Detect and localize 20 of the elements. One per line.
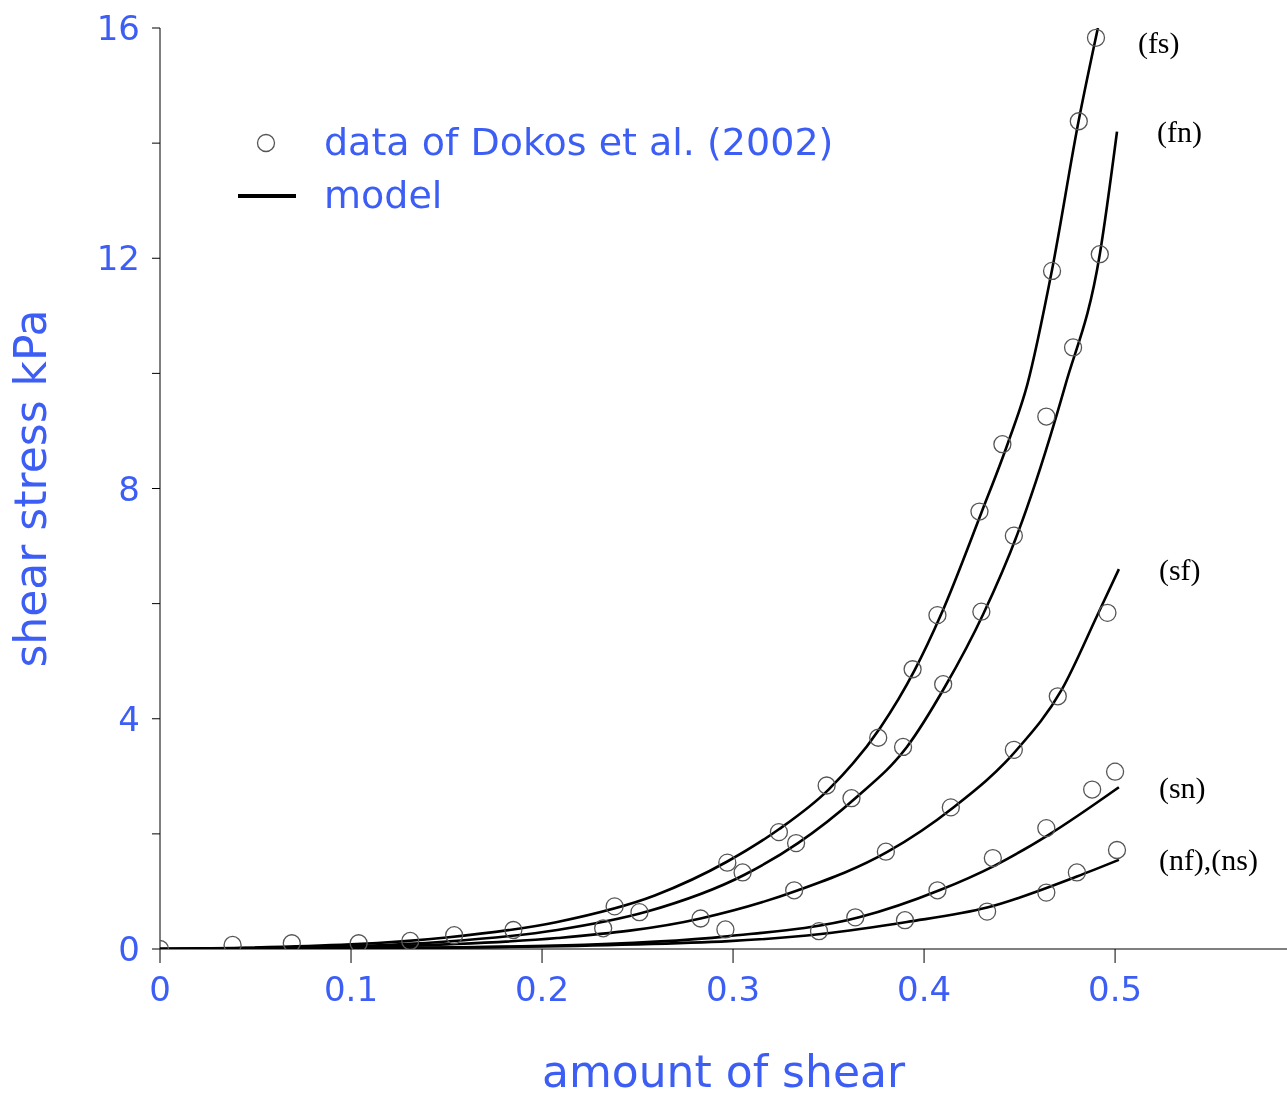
annotation: (nf),(ns)	[1158, 843, 1259, 878]
annotation: (fn)	[1156, 115, 1202, 150]
annotation: (sn)	[1158, 770, 1206, 805]
y-tick-label: 8	[118, 468, 140, 509]
x-tick-label: 0.2	[514, 969, 570, 1009]
x-tick-label: 0.5	[1088, 969, 1143, 1009]
annotation: (sf)	[1158, 552, 1201, 587]
y-tick-label: 16	[96, 8, 140, 48]
x-tick-label: 0	[149, 969, 171, 1009]
x-tick-label: 0.3	[706, 969, 761, 1009]
y-tick-label: 0	[118, 929, 140, 969]
legend-label: data of Dokos et al. (2002)	[324, 119, 834, 166]
annotation: (fs)	[1137, 25, 1180, 60]
x-axis-title: amount of shear	[541, 1046, 906, 1095]
y-tick-label: 12	[96, 238, 140, 279]
x-tick-label: 0.1	[323, 969, 379, 1009]
y-tick-label: 4	[118, 698, 140, 739]
x-tick-label: 0.4	[897, 969, 952, 1009]
y-axis-title: shear stress kPa	[4, 309, 56, 668]
legend-label: model	[324, 172, 443, 219]
